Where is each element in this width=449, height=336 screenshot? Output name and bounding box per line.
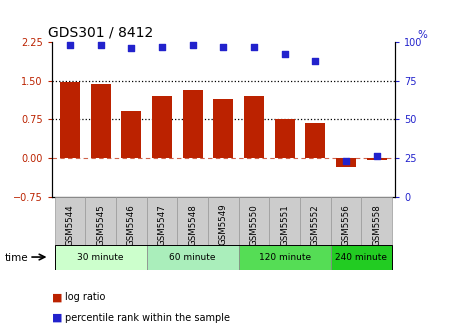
Bar [85,197,116,245]
Point [220,44,227,49]
Bar [152,96,172,158]
Text: 240 minute: 240 minute [335,253,387,262]
Bar [367,158,387,160]
Bar [208,197,239,245]
Point [373,154,380,159]
Point [128,45,135,51]
Bar [244,96,264,158]
Bar [60,82,80,158]
Bar [116,197,147,245]
Text: GDS301 / 8412: GDS301 / 8412 [48,26,154,39]
Bar [305,123,326,158]
Bar [183,90,202,158]
Bar [239,197,269,245]
Bar [239,245,331,270]
Bar [147,245,239,270]
Text: percentile rank within the sample: percentile rank within the sample [65,312,230,323]
Bar [147,197,177,245]
Text: 30 minute: 30 minute [78,253,124,262]
Text: %: % [418,31,427,40]
Text: GSM5546: GSM5546 [127,204,136,246]
Point [189,42,196,48]
Text: ■: ■ [52,292,62,302]
Point [343,158,350,164]
Text: 60 minute: 60 minute [169,253,216,262]
Bar [55,197,85,245]
Bar [275,119,295,158]
Bar [213,99,233,158]
Text: GSM5552: GSM5552 [311,204,320,246]
Text: GSM5549: GSM5549 [219,204,228,246]
Text: GSM5545: GSM5545 [96,204,105,246]
Text: log ratio: log ratio [65,292,106,302]
Point [97,42,104,48]
Text: GSM5544: GSM5544 [66,204,75,246]
Text: ■: ■ [52,312,62,323]
Bar [55,245,147,270]
Bar [336,158,356,167]
Text: GSM5558: GSM5558 [372,204,381,246]
Bar [300,197,331,245]
Text: GSM5551: GSM5551 [280,204,289,246]
Bar [91,84,110,158]
Text: GSM5556: GSM5556 [342,204,351,246]
Point [158,44,166,49]
Point [281,52,288,57]
Bar [121,111,141,158]
Text: GSM5547: GSM5547 [158,204,167,246]
Point [66,42,74,48]
Point [251,44,258,49]
Bar [361,197,392,245]
Point [312,58,319,63]
Bar [331,245,392,270]
Bar [177,197,208,245]
Text: time: time [4,253,28,263]
Text: GSM5550: GSM5550 [250,204,259,246]
Text: 120 minute: 120 minute [259,253,311,262]
Text: GSM5548: GSM5548 [188,204,197,246]
Bar [331,197,361,245]
Bar [269,197,300,245]
